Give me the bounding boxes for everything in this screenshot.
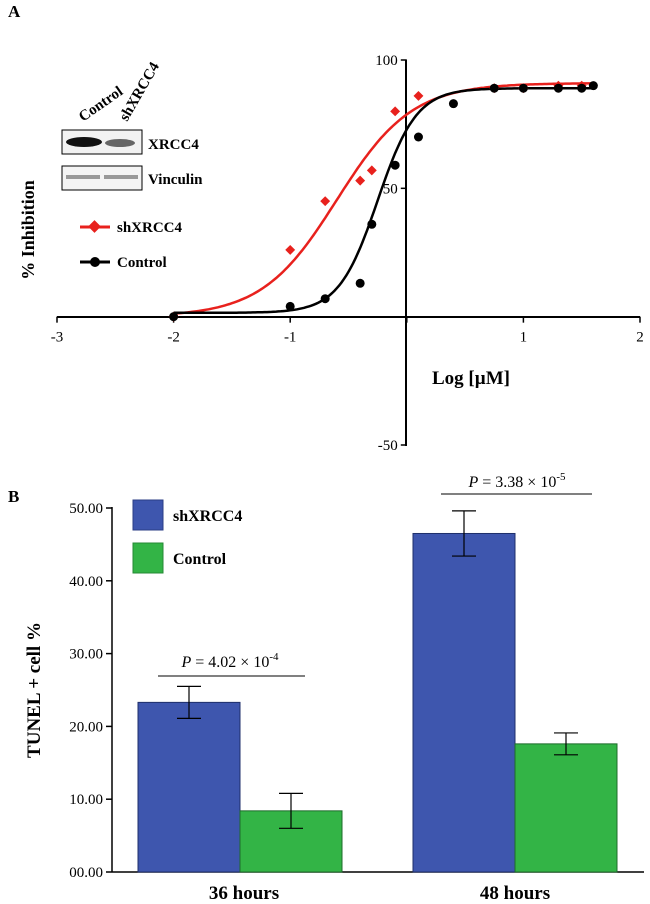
annotation-48h: P = 3.38 × 10-5	[441, 471, 592, 495]
y-tick-label-a: -50	[378, 438, 398, 454]
blot-label-xrcc4: XRCC4	[148, 137, 199, 153]
data-point-shxrcc4	[390, 106, 401, 117]
legend-label-shxrcc4-b: shXRCC4	[173, 508, 242, 525]
data-point-shxrcc4	[285, 244, 296, 255]
x-tick-label-a: 2	[636, 330, 644, 346]
panel-a-fit-curves	[173, 82, 594, 315]
legend-swatch-control	[132, 542, 164, 574]
data-point-control	[367, 219, 377, 229]
y-tick-label-b: 40.00	[69, 574, 103, 590]
panel-label-b: B	[8, 487, 19, 506]
legend-marker-control	[90, 257, 100, 267]
blot-band-vinculin-shxrcc4	[104, 175, 138, 179]
panel-b-bars	[137, 532, 618, 873]
blot-band-vinculin-control	[66, 175, 100, 179]
x-tick-label-a: -1	[284, 330, 297, 346]
category-label-36h: 36 hours	[209, 883, 279, 904]
data-point-control	[169, 312, 179, 322]
data-point-control	[489, 83, 499, 93]
y-tick-label-b: 30.00	[69, 647, 103, 663]
blot-lane-label-control: Control	[76, 84, 126, 126]
y-tick-label-b: 50.00	[69, 501, 103, 517]
fit-curve-control	[173, 86, 594, 315]
x-tick-label-a: -2	[167, 330, 180, 346]
legend-a: shXRCC4 Control	[80, 220, 183, 271]
data-point-control	[553, 83, 563, 93]
legend-marker-shxrcc4	[88, 220, 101, 233]
blot-label-vinculin: Vinculin	[148, 172, 203, 188]
legend-swatch-shxrcc4	[132, 499, 164, 531]
legend-b: shXRCC4 Control	[132, 499, 242, 574]
data-point-control	[320, 294, 330, 304]
data-point-control	[390, 160, 400, 170]
y-tick-label-a: 100	[375, 53, 398, 69]
panel-b-error-bars	[177, 510, 578, 829]
data-point-control	[588, 81, 598, 91]
legend-label-control-a: Control	[117, 255, 167, 271]
bar-shxrcc4-1	[412, 532, 516, 873]
p-value-48h: P = 3.38 × 10-5	[468, 471, 566, 491]
data-point-shxrcc4	[413, 90, 424, 101]
y-tick-label-b: 00.00	[69, 865, 103, 881]
x-tick-label-a: -3	[51, 330, 64, 346]
panel-a-ticks: -3 -2 -1 1 2 -50 50 100	[51, 53, 644, 454]
y-tick-label-a: 50	[383, 181, 398, 197]
blot-band-xrcc4-control	[66, 137, 102, 147]
p-value-36h: P = 4.02 × 10-4	[181, 651, 279, 671]
blot-lane-label-shxrcc4: shXRCC4	[117, 59, 164, 124]
panel-a-points	[168, 80, 598, 322]
x-axis-title-a: Log [µM]	[432, 368, 510, 389]
data-point-control	[577, 83, 587, 93]
fit-curve-shxrcc4	[173, 82, 594, 315]
y-tick-label-b: 20.00	[69, 719, 103, 735]
data-point-control	[413, 132, 423, 142]
legend-label-shxrcc4-a: shXRCC4	[117, 220, 183, 236]
data-point-shxrcc4	[366, 165, 377, 176]
y-tick-label-b: 10.00	[69, 792, 103, 808]
data-point-shxrcc4	[320, 196, 331, 207]
bar-control-1	[514, 743, 618, 873]
y-axis-title-b: TUNEL + cell %	[24, 622, 45, 758]
panel-a-axes	[57, 60, 640, 446]
data-point-control	[518, 83, 528, 93]
data-point-control	[448, 99, 458, 109]
western-blot: Control shXRCC4 XRCC4 Vinculin	[61, 59, 203, 191]
data-point-control	[285, 301, 295, 311]
legend-label-control-b: Control	[173, 551, 227, 568]
data-point-control	[355, 278, 365, 288]
data-point-shxrcc4	[355, 175, 366, 186]
panel-label-a: A	[8, 2, 21, 21]
y-axis-title-a: % Inhibition	[18, 180, 38, 280]
bar-shxrcc4-0	[137, 701, 241, 873]
blot-band-xrcc4-shxrcc4	[105, 139, 135, 147]
panel-b-ticks: 00.00 10.00 20.00 30.00 40.00 50.00	[69, 501, 112, 881]
x-tick-label-a: 1	[520, 330, 528, 346]
category-label-48h: 48 hours	[480, 883, 550, 904]
annotation-36h: P = 4.02 × 10-4	[158, 651, 305, 677]
